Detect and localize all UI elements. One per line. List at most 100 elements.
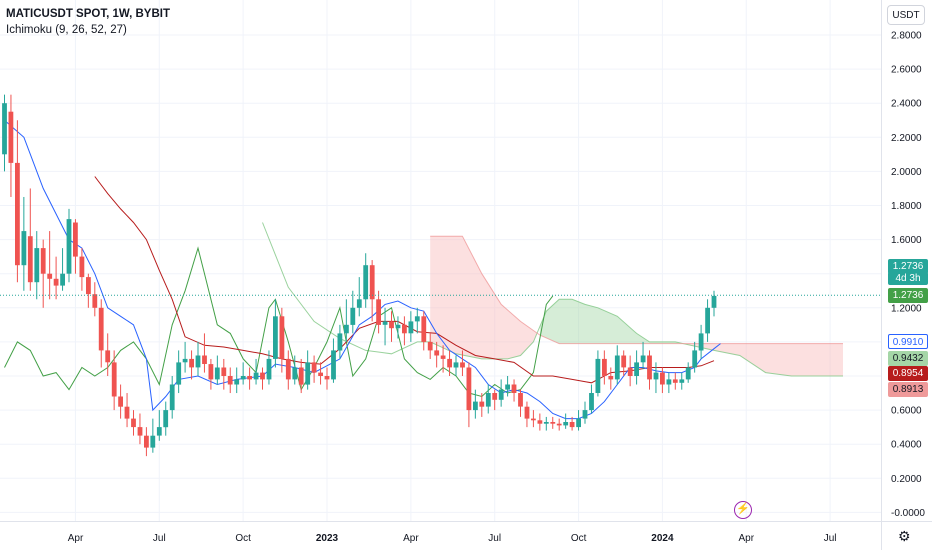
candle-body (363, 265, 369, 300)
chart-legend: MATICUSDT SPOT, 1W, BYBIT Ichimoku (9, 2… (6, 6, 170, 38)
candle-body (2, 103, 7, 155)
candle-body (176, 362, 182, 385)
candle-body (698, 333, 704, 351)
candle (421, 311, 427, 351)
candle-body (260, 372, 265, 380)
candle (382, 307, 388, 346)
candle (479, 393, 485, 417)
x-tick-label: Oct (235, 533, 251, 544)
symbol-title: MATICUSDT SPOT, 1W, BYBIT (6, 8, 170, 20)
candle-body (163, 410, 169, 428)
candle (679, 372, 685, 390)
candle-body (595, 358, 601, 393)
candle-body (356, 299, 362, 308)
candle (86, 273, 91, 308)
candle-body (208, 364, 214, 380)
candle-body (492, 393, 498, 400)
candlesticks (2, 94, 717, 457)
candle-body (137, 427, 143, 436)
indicator-title[interactable]: Ichimoku (9, 26, 52, 27) (6, 24, 127, 36)
candle-body (440, 355, 446, 359)
candle (53, 256, 59, 300)
candle-body (124, 406, 130, 419)
candle (66, 208, 72, 283)
x-tick-label: Apr (68, 533, 84, 544)
candle (518, 389, 523, 417)
candle-body (505, 384, 510, 390)
candle (466, 362, 472, 428)
candle-body (92, 294, 98, 308)
candle-body (144, 435, 149, 448)
candle (685, 362, 691, 383)
candle-body (311, 362, 317, 373)
candle-body (253, 372, 259, 380)
cloud-bear-area (430, 236, 537, 359)
candle (614, 345, 620, 385)
candle-body (21, 231, 27, 266)
candle (47, 231, 53, 300)
candle (305, 350, 311, 390)
gear-icon[interactable]: ⚙ (898, 528, 911, 544)
candle (556, 418, 562, 431)
candle (208, 358, 214, 390)
candle (550, 416, 556, 429)
candle (227, 367, 233, 394)
candle-body (150, 435, 156, 448)
candle-body (344, 324, 349, 334)
candle (350, 290, 356, 334)
price-label-conversion: 0.9910 (888, 334, 928, 349)
candle (660, 367, 665, 394)
candle (640, 341, 646, 370)
candle-body (60, 273, 65, 286)
candle (447, 350, 452, 376)
candle (569, 416, 575, 431)
candle-body (324, 376, 330, 380)
candle-body (273, 316, 278, 359)
cloud-bull-area (539, 299, 682, 344)
x-tick-label: Apr (403, 533, 419, 544)
y-tick-label: 2.6000 (891, 65, 922, 76)
candle-body (266, 358, 272, 380)
y-tick-label: 1.6000 (891, 235, 922, 246)
price-label-cloud-b: 0.8913 (888, 382, 928, 397)
candle (395, 316, 401, 339)
candle-body (79, 256, 85, 278)
y-tick-label: 0.6000 (891, 406, 922, 417)
candle (595, 350, 601, 397)
candle (202, 333, 207, 373)
candle-body (73, 222, 78, 257)
candle-body (634, 362, 639, 376)
candle (163, 401, 169, 436)
candle-body (685, 367, 691, 380)
candle (692, 341, 698, 373)
candle-body (8, 111, 14, 163)
candle-body (653, 372, 659, 380)
candle (647, 350, 652, 390)
candle-body (214, 367, 220, 380)
candle-body (672, 379, 678, 383)
candle (92, 282, 98, 317)
candle (2, 94, 7, 172)
candle-body (602, 358, 607, 376)
candle (98, 299, 104, 368)
candle (621, 350, 627, 376)
x-tick-label: Apr (739, 533, 755, 544)
candle (440, 345, 446, 373)
candle-body (408, 321, 414, 334)
candle-body (692, 350, 698, 368)
candle-body (240, 376, 246, 380)
lightning-icon[interactable]: ⚡ (734, 501, 752, 519)
currency-unit-button[interactable]: USDT (887, 5, 925, 25)
candle-body (247, 376, 252, 380)
candle (60, 248, 65, 291)
candle (485, 384, 491, 414)
candle-body (382, 321, 388, 325)
y-tick-label: 0.4000 (891, 440, 922, 451)
candle (318, 362, 323, 385)
candle-body (453, 362, 459, 368)
candle (666, 372, 672, 394)
candle (363, 253, 369, 308)
candle (260, 367, 265, 390)
candle-body (202, 355, 207, 364)
